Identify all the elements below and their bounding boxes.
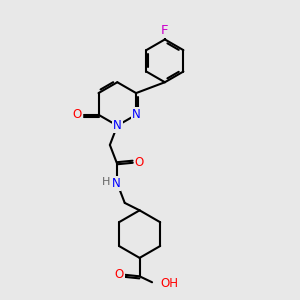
Text: N: N xyxy=(113,119,122,132)
Text: F: F xyxy=(161,24,169,37)
Text: OH: OH xyxy=(160,277,178,290)
Text: O: O xyxy=(135,156,144,169)
Text: O: O xyxy=(73,108,82,121)
Text: N: N xyxy=(132,108,140,121)
Text: H: H xyxy=(102,177,110,187)
Text: N: N xyxy=(111,177,120,190)
Text: O: O xyxy=(115,268,124,281)
